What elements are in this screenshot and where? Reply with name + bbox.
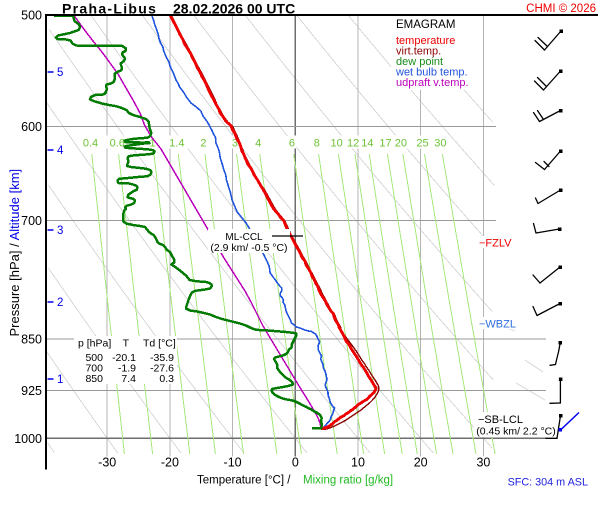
svg-text:20: 20 [395,138,407,150]
svg-text:3: 3 [232,138,238,150]
svg-text:Temperature [°C] /: Temperature [°C] / [197,475,291,487]
svg-text:20: 20 [414,456,428,470]
svg-text:850: 850 [85,373,103,385]
svg-text:4: 4 [57,145,64,157]
svg-text:−FZLV: −FZLV [479,238,512,250]
svg-text:3: 3 [57,225,63,237]
svg-text:1: 1 [57,374,63,386]
svg-text:-30: -30 [98,456,116,470]
svg-text:12: 12 [347,138,359,150]
svg-text:0.4: 0.4 [83,138,98,150]
svg-text:p [hPa]: p [hPa] [78,338,111,350]
svg-text:-20.1: -20.1 [112,352,136,364]
svg-text:8: 8 [314,138,320,150]
svg-text:10: 10 [331,138,343,150]
svg-text:(0.45 km/ 2.2 °C): (0.45 km/ 2.2 °C) [476,426,555,438]
svg-text:500: 500 [21,9,42,23]
svg-text:wet bulb temp.: wet bulb temp. [395,67,468,79]
svg-text:5: 5 [57,67,63,79]
svg-text:925: 925 [21,384,42,398]
svg-text:−SB-LCL: −SB-LCL [478,414,523,426]
svg-text:30: 30 [434,138,446,150]
svg-text:udpraft v.temp.: udpraft v.temp. [396,77,469,89]
svg-text:14: 14 [361,138,373,150]
svg-text:temperature: temperature [396,35,455,47]
svg-text:-20: -20 [161,456,179,470]
svg-text:-10: -10 [224,456,242,470]
svg-text:-27.6: -27.6 [150,363,174,375]
svg-text:500: 500 [85,352,103,364]
svg-text:30: 30 [476,456,490,470]
svg-text:1000: 1000 [14,432,42,446]
svg-text:700: 700 [21,214,42,228]
svg-text:850: 850 [21,333,42,347]
svg-text:CHMI © 2026: CHMI © 2026 [526,3,596,15]
svg-text:0.3: 0.3 [159,373,174,385]
svg-text:Td [°C]: Td [°C] [143,338,176,350]
svg-text:0.6: 0.6 [110,138,125,150]
svg-text:T: T [123,338,130,350]
svg-text:7.4: 7.4 [121,373,136,385]
svg-text:virt.temp.: virt.temp. [396,46,441,58]
svg-text:1: 1 [150,138,156,150]
svg-text:Mixing ratio [g/kg]: Mixing ratio [g/kg] [303,475,393,487]
svg-text:700: 700 [85,363,103,375]
svg-text:(2.9 km/ -0.5 °C): (2.9 km/ -0.5 °C) [210,242,287,254]
svg-text:2: 2 [57,297,63,309]
svg-text:0: 0 [292,456,299,470]
svg-text:Praha-Libus: Praha-Libus [62,1,157,17]
svg-text:−WBZL: −WBZL [479,319,516,331]
svg-text:1.4: 1.4 [169,138,184,150]
svg-text:17: 17 [379,138,391,150]
svg-text:2: 2 [200,138,206,150]
svg-text:EMAGRAM: EMAGRAM [396,19,455,31]
svg-text:4: 4 [255,138,261,150]
svg-text:dew point: dew point [396,56,443,68]
svg-text:25: 25 [416,138,428,150]
svg-text:6: 6 [289,138,295,150]
svg-text:-35.9: -35.9 [150,352,174,364]
svg-text:600: 600 [21,120,42,134]
svg-text:-1.9: -1.9 [118,363,136,375]
svg-text:10: 10 [351,456,365,470]
svg-text:Pressure [hPa] / Altitude [k: Pressure [hPa] / Altitude [km] [7,169,22,337]
svg-text:28.02.2026 00 UTC: 28.02.2026 00 UTC [173,1,295,17]
svg-text:SFC: 304 m ASL: SFC: 304 m ASL [508,477,588,489]
svg-text:ML-CCL: ML-CCL [225,232,263,243]
